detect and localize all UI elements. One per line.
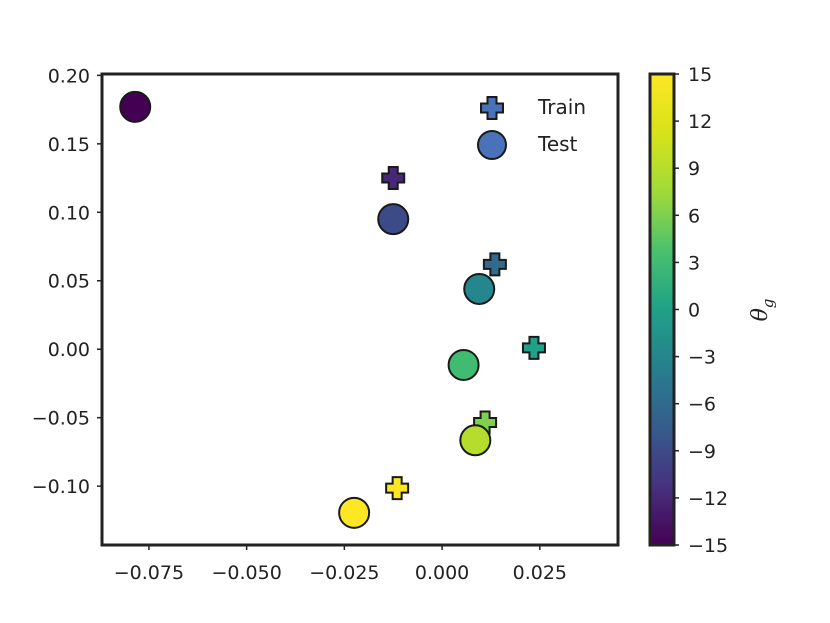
- colorbar-tick-label: 15: [688, 64, 712, 86]
- x-tick-label: −0.025: [309, 562, 379, 584]
- x-tick-label: −0.050: [211, 562, 281, 584]
- x-tick-label: 0.000: [415, 562, 469, 584]
- y-tick-label: 0.00: [48, 339, 90, 361]
- train-point: [482, 252, 507, 277]
- colorbar: −15 −12 −9 −6 −3 0 3 6 9 12 15 θg: [648, 64, 777, 557]
- colorbar-tick-label: −9: [688, 441, 716, 463]
- data-points: [119, 90, 546, 529]
- colorbar-label: θg: [748, 299, 777, 322]
- colorbar-tick-label: 6: [688, 205, 700, 227]
- colorbar-tick-label: 12: [688, 111, 712, 133]
- x-axis: −0.075 −0.050 −0.025 0.000 0.025: [114, 545, 567, 584]
- colorbar-gradient: [648, 72, 676, 547]
- colorbar-tick-label: −6: [688, 394, 716, 416]
- train-point: [381, 166, 406, 191]
- colorbar-tick-label: −3: [688, 347, 716, 369]
- legend-train-label: Train: [537, 95, 586, 119]
- colorbar-tick-label: −12: [688, 488, 728, 510]
- test-point: [377, 203, 410, 236]
- y-tick-label: −0.10: [32, 476, 90, 498]
- y-tick-label: −0.05: [32, 408, 90, 430]
- colorbar-tick-label: 3: [688, 252, 700, 274]
- y-tick-label: 0.05: [48, 271, 90, 293]
- test-point: [119, 90, 152, 123]
- legend-test-label: Test: [537, 132, 578, 156]
- test-point: [447, 348, 480, 381]
- colorbar-ticks: −15 −12 −9 −6 −3 0 3 6 9 12 15: [674, 64, 728, 557]
- y-tick-label: 0.20: [48, 65, 90, 87]
- y-tick-label: 0.10: [48, 202, 90, 224]
- test-point: [459, 424, 492, 457]
- legend-circle-marker: [477, 130, 507, 160]
- train-point: [521, 335, 546, 360]
- legend-train-marker: [480, 96, 504, 120]
- colorbar-tick-label: 0: [688, 300, 700, 322]
- x-tick-label: 0.025: [513, 562, 567, 584]
- test-point: [338, 496, 371, 529]
- legend: Train Test: [477, 95, 586, 160]
- train-point: [385, 476, 410, 501]
- y-tick-label: 0.15: [48, 134, 90, 156]
- legend-plus-marker: [480, 96, 504, 120]
- colorbar-tick-label: 9: [688, 158, 700, 180]
- test-point: [463, 272, 496, 305]
- x-tick-label: −0.075: [114, 562, 184, 584]
- legend-test-marker: [477, 130, 507, 160]
- y-axis: −0.10 −0.05 0.00 0.05 0.10 0.15 0.20: [32, 65, 102, 498]
- plot-area: [100, 72, 620, 547]
- colorbar-tick-label: −15: [688, 535, 728, 557]
